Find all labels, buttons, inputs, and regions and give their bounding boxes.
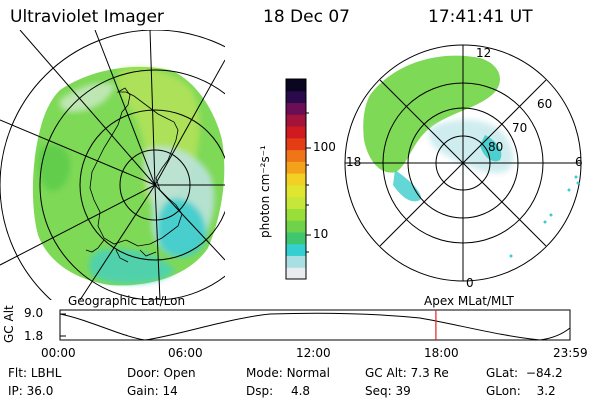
geographic-map-panel — [0, 30, 225, 300]
date-label: 18 Dec 07 — [263, 7, 350, 27]
ip-readout: IP: 36.0 — [8, 384, 53, 398]
seq-readout: Seq: 39 — [365, 384, 411, 398]
dsp-value: 4.8 — [290, 384, 311, 398]
colorbar-band — [286, 208, 306, 221]
gain-readout: Gain: 14 — [127, 384, 178, 398]
glat-readout: GLat: −84.2 — [486, 366, 563, 380]
door-value: Open — [163, 366, 196, 380]
mlt-label-0: 0 — [466, 276, 474, 290]
timeline-xtick-2359: 23:59 — [553, 346, 588, 360]
colorbar-band — [286, 184, 306, 198]
gc-alt-readout: GC Alt: 7.3 Re — [365, 366, 449, 380]
colorbar-band — [286, 255, 306, 268]
right-panel-caption: Apex MLat/MLT — [424, 294, 514, 308]
colorbar-band — [286, 114, 306, 127]
colorbar-band — [286, 90, 306, 104]
colorbar-band — [286, 267, 306, 280]
colorbar-band — [286, 173, 306, 186]
colorbar-tick-100: 100 — [313, 140, 336, 154]
mode-label: Mode: — [246, 366, 283, 380]
altitude-timeline — [59, 309, 571, 341]
glat-label: GLat: — [486, 366, 519, 380]
timeline-xtick-0000: 00:00 — [41, 346, 76, 360]
time-label: 17:41:41 UT — [428, 7, 533, 27]
instrument-title: Ultraviolet Imager — [10, 7, 164, 27]
timeline-ylabel: GC Alt — [2, 305, 16, 343]
colorbar-band — [286, 231, 306, 245]
seq-value: 39 — [395, 384, 411, 398]
timeline-xtick-1200: 12:00 — [296, 346, 331, 360]
gc-alt-value: 7.3 Re — [410, 366, 449, 380]
gc-alt-label: GC Alt: — [365, 366, 407, 380]
timeline-xtick-1800: 18:00 — [424, 346, 459, 360]
colorbar-band — [286, 243, 306, 256]
mlt-label-18: 18 — [346, 155, 362, 169]
colorbar-band — [286, 149, 306, 162]
filter-readout: Flt: LBHL — [8, 366, 61, 380]
auroral-oval — [363, 55, 500, 173]
left-panel-caption: Geographic Lat/Lon — [68, 294, 186, 308]
mode-value: Normal — [286, 366, 330, 380]
colorbar-tick-10: 10 — [313, 227, 329, 241]
timeline-ytick-high: 9.0 — [24, 306, 44, 320]
dsp-readout: Dsp: 4.8 — [246, 384, 310, 398]
coastline — [89, 87, 183, 247]
colorbar-band — [286, 79, 306, 92]
altitude-curve — [59, 312, 571, 341]
glat-value: −84.2 — [525, 366, 563, 380]
glon-value: 3.2 — [536, 384, 556, 398]
colorbar-band — [286, 102, 306, 115]
dsp-label: Dsp: — [246, 384, 274, 398]
colorbar-ticks — [306, 112, 311, 253]
mlat-label-80: 80 — [488, 140, 504, 154]
colorbar-unit-label: photon cm⁻²s⁻¹ — [258, 145, 272, 238]
ip-value: 36.0 — [26, 384, 54, 398]
color-scale-bar — [286, 79, 306, 280]
door-label: Door: — [127, 366, 160, 380]
colorbar-band — [286, 137, 306, 151]
glon-readout: GLon: 3.2 — [486, 384, 556, 398]
mlt-label-6: 6 — [575, 155, 583, 169]
mlt-label-12: 12 — [476, 46, 492, 60]
seq-label: Seq: — [365, 384, 392, 398]
colorbar-band — [286, 161, 306, 174]
gain-label: Gain: — [127, 384, 159, 398]
mlat-label-60: 60 — [537, 97, 553, 111]
filter-value: LBHL — [30, 366, 62, 380]
magnetic-polar-panel — [344, 44, 582, 282]
colorbar-band — [286, 126, 306, 139]
glon-label: GLon: — [486, 384, 521, 398]
timeline-xtick-0600: 06:00 — [168, 346, 203, 360]
timeline-ytick-low: 1.8 — [24, 329, 44, 343]
ip-label: IP: — [8, 384, 23, 398]
colorbar-band — [286, 196, 306, 209]
door-readout: Door: Open — [127, 366, 196, 380]
filter-label: Flt: — [8, 366, 27, 380]
mlat-label-70: 70 — [512, 121, 528, 135]
gain-value: 14 — [162, 384, 178, 398]
mode-readout: Mode: Normal — [246, 366, 330, 380]
colorbar-band — [286, 220, 306, 233]
